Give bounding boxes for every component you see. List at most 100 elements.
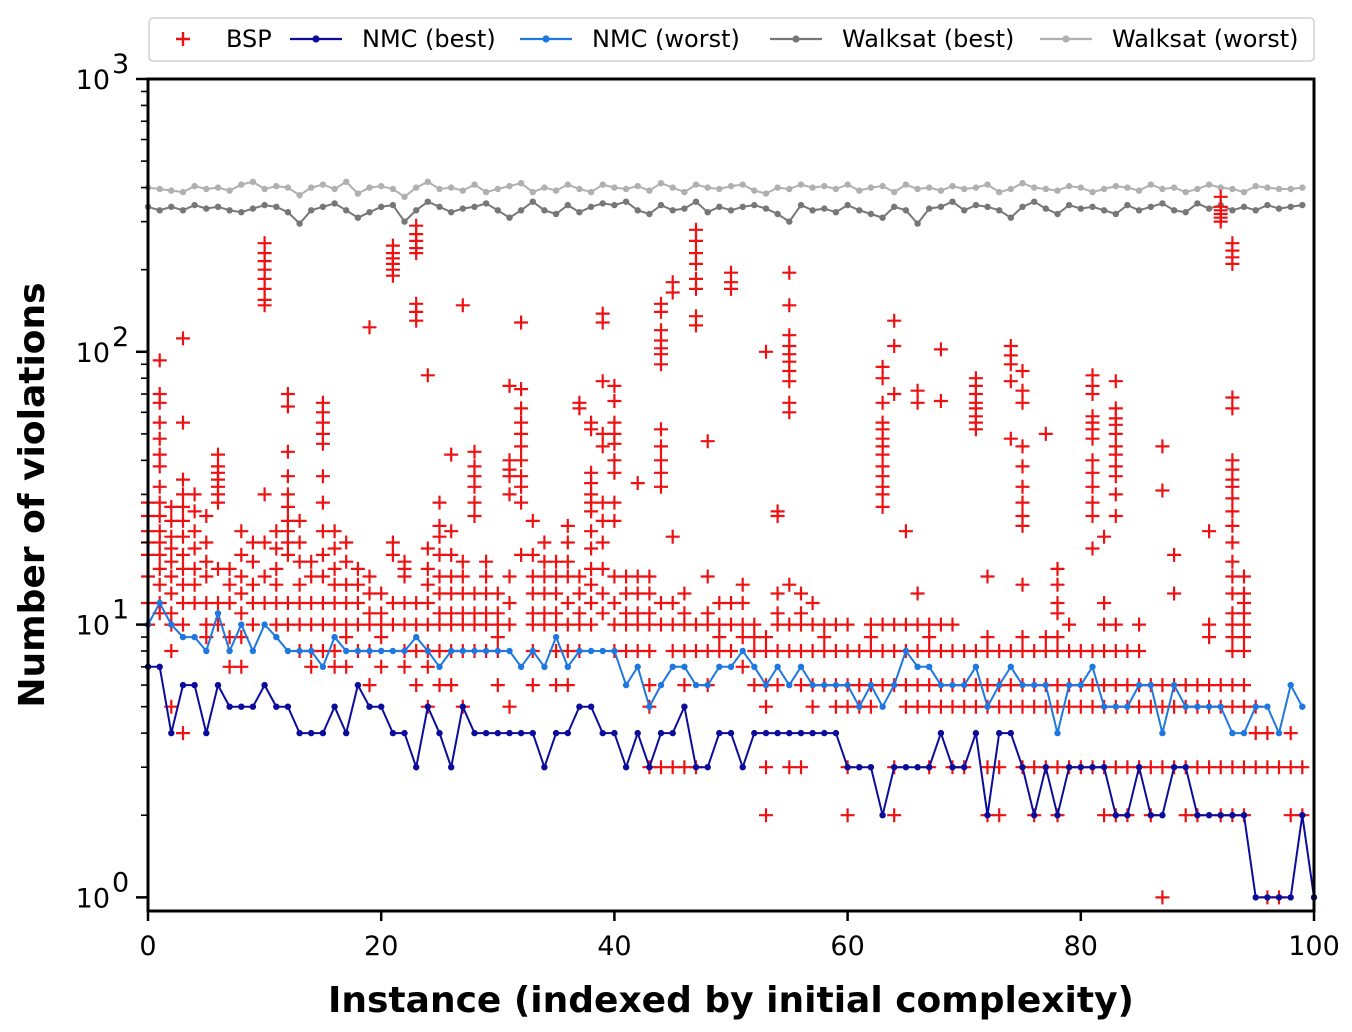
bsp-point [490, 630, 505, 645]
walksat-best-point [1019, 203, 1026, 210]
bsp-point [1155, 439, 1170, 454]
nmc-best-point [517, 729, 525, 737]
bsp-point [269, 561, 284, 576]
bsp-point [1248, 760, 1263, 775]
walksat-best-point [156, 207, 163, 214]
bsp-point [280, 535, 295, 550]
nmc-worst-point [1252, 703, 1259, 710]
x-tick-label: 20 [364, 931, 398, 962]
bsp-point [525, 513, 540, 528]
bsp-point [280, 547, 295, 562]
bsp-point [1097, 617, 1112, 632]
bsp-point [537, 535, 552, 550]
bsp-point [222, 659, 237, 674]
bsp-point [875, 499, 890, 514]
bsp-point [549, 586, 564, 601]
nmc-worst-point [984, 703, 991, 710]
bsp-point [1120, 678, 1135, 693]
nmc-worst-point [261, 621, 268, 628]
nmc-worst-point [273, 633, 280, 641]
walksat-best-point [914, 220, 921, 227]
bsp-point [362, 586, 377, 601]
nmc-worst-point [1182, 703, 1189, 710]
walksat-worst-point [669, 184, 676, 191]
bsp-point [502, 617, 517, 632]
bsp-point [747, 678, 762, 693]
bsp-point [164, 644, 179, 658]
nmc-best-point [1054, 812, 1061, 819]
bsp-point [1085, 465, 1100, 480]
walksat-worst-point [611, 184, 618, 191]
bsp-point [257, 487, 272, 502]
nmc-best-point [1100, 764, 1108, 771]
bsp-point [245, 596, 260, 610]
bsp-point [1225, 554, 1240, 569]
bsp-point [654, 304, 668, 319]
walksat-worst-point [1170, 184, 1178, 191]
bsp-point [525, 547, 540, 562]
walksat-worst-point [1124, 184, 1131, 191]
bsp-point [1108, 509, 1123, 523]
bsp-point [875, 487, 890, 502]
walksat-worst-point [552, 187, 560, 194]
bsp-point [1108, 426, 1123, 441]
walksat-best-point [191, 201, 198, 209]
nmc-worst-point [1217, 703, 1224, 710]
nmc-best-point [739, 764, 746, 771]
nmc-worst-point [401, 647, 408, 655]
nmc-worst-point [879, 703, 886, 710]
bsp-point [828, 699, 843, 714]
nmc-best-point [1147, 812, 1155, 819]
bsp-point [863, 644, 878, 658]
bsp-point [397, 596, 412, 610]
bsp-point [245, 577, 260, 592]
bsp-point [152, 577, 167, 592]
walksat-worst-point [961, 185, 968, 193]
nmc-best-point [284, 703, 292, 710]
nmc-worst-point [494, 647, 501, 655]
nmc-worst-point [1112, 703, 1120, 710]
bsp-point [1225, 256, 1240, 271]
nmc-best-point [576, 703, 583, 710]
nmc-worst-point [891, 681, 898, 689]
bsp-point [199, 596, 214, 610]
bsp-point [642, 678, 657, 693]
nmc-best-point [308, 729, 315, 737]
bsp-point [432, 495, 447, 510]
bsp-point [432, 569, 447, 584]
bsp-point [514, 547, 529, 562]
walksat-worst-point [622, 185, 630, 193]
bsp-point [315, 547, 330, 562]
bsp-point [234, 606, 249, 621]
bsp-point [770, 509, 785, 523]
nmc-best-point [1205, 812, 1213, 819]
bsp-point [945, 699, 960, 714]
nmc-best-point [1019, 764, 1026, 771]
bsp-point [490, 617, 505, 632]
nmc-worst-point [214, 610, 222, 617]
bsp-point [479, 617, 494, 632]
walksat-best-point [739, 203, 746, 210]
bsp-point [502, 699, 517, 714]
bsp-point [432, 678, 447, 693]
bsp-point [199, 509, 214, 523]
walksat-worst-point [797, 181, 805, 188]
walksat-best-point [751, 201, 758, 209]
bsp-point [1015, 630, 1030, 645]
nmc-worst-point [1205, 703, 1213, 710]
bsp-point [654, 479, 668, 494]
bsp-point [514, 479, 529, 494]
nmc-best-point [156, 663, 163, 670]
walksat-worst-point [203, 185, 210, 193]
nmc-best-point [1182, 764, 1189, 771]
nmc-worst-point [1229, 729, 1236, 737]
bsp-point [444, 547, 459, 562]
bsp-point [280, 499, 295, 514]
bsp-point [1085, 453, 1100, 468]
bsp-point [863, 617, 878, 632]
walksat-best-point [261, 201, 268, 209]
bsp-point [1015, 383, 1030, 398]
bsp-point [211, 447, 225, 462]
bsp-point [549, 554, 564, 569]
walksat-best-point [1147, 203, 1155, 210]
